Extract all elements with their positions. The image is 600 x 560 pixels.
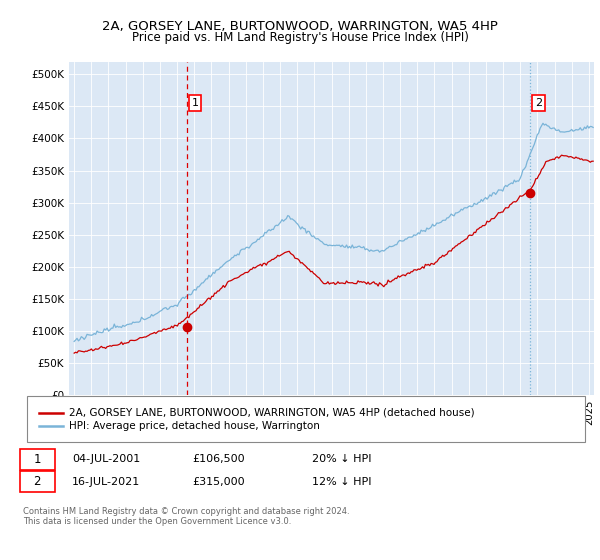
- Text: £106,500: £106,500: [192, 454, 245, 464]
- Text: 2: 2: [535, 98, 542, 108]
- Text: 2A, GORSEY LANE, BURTONWOOD, WARRINGTON, WA5 4HP: 2A, GORSEY LANE, BURTONWOOD, WARRINGTON,…: [102, 20, 498, 32]
- Text: 1: 1: [191, 98, 199, 108]
- Text: 16-JUL-2021: 16-JUL-2021: [72, 477, 140, 487]
- Text: 1: 1: [34, 452, 41, 466]
- Text: Contains HM Land Registry data © Crown copyright and database right 2024.
This d: Contains HM Land Registry data © Crown c…: [23, 507, 349, 526]
- Text: Price paid vs. HM Land Registry's House Price Index (HPI): Price paid vs. HM Land Registry's House …: [131, 31, 469, 44]
- Text: 20% ↓ HPI: 20% ↓ HPI: [312, 454, 371, 464]
- Text: £315,000: £315,000: [192, 477, 245, 487]
- Text: 2A, GORSEY LANE, BURTONWOOD, WARRINGTON, WA5 4HP (detached house): 2A, GORSEY LANE, BURTONWOOD, WARRINGTON,…: [69, 408, 475, 418]
- Text: 2: 2: [34, 475, 41, 488]
- Text: 12% ↓ HPI: 12% ↓ HPI: [312, 477, 371, 487]
- Text: 04-JUL-2001: 04-JUL-2001: [72, 454, 140, 464]
- Text: HPI: Average price, detached house, Warrington: HPI: Average price, detached house, Warr…: [69, 421, 320, 431]
